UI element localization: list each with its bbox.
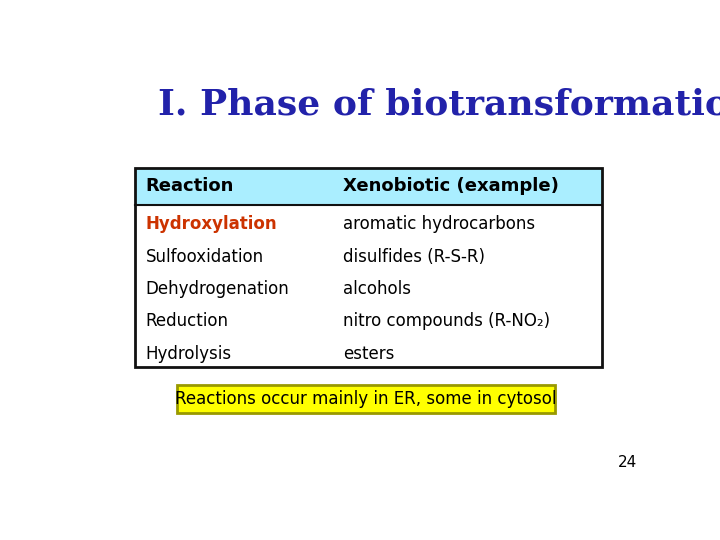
Text: Xenobiotic (example): Xenobiotic (example): [343, 178, 559, 195]
Bar: [177, 385, 555, 413]
Text: Hydrolysis: Hydrolysis: [145, 345, 232, 363]
Text: Reaction: Reaction: [145, 178, 234, 195]
Bar: [135, 168, 601, 205]
Text: Sulfooxidation: Sulfooxidation: [145, 248, 264, 266]
Text: alcohols: alcohols: [343, 280, 411, 298]
Text: I. Phase of biotransformation: I. Phase of biotransformation: [158, 88, 720, 122]
Text: Reduction: Reduction: [145, 312, 229, 330]
Text: nitro compounds (R-NO₂): nitro compounds (R-NO₂): [343, 312, 551, 330]
Text: 24: 24: [618, 455, 637, 470]
Text: aromatic hydrocarbons: aromatic hydrocarbons: [343, 215, 536, 233]
Bar: [135, 168, 601, 367]
Text: Dehydrogenation: Dehydrogenation: [145, 280, 289, 298]
Text: Hydroxylation: Hydroxylation: [145, 215, 277, 233]
Text: esters: esters: [343, 345, 395, 363]
Text: disulfides (R-S-R): disulfides (R-S-R): [343, 248, 485, 266]
Text: Reactions occur mainly in ER, some in cytosol: Reactions occur mainly in ER, some in cy…: [175, 390, 557, 408]
